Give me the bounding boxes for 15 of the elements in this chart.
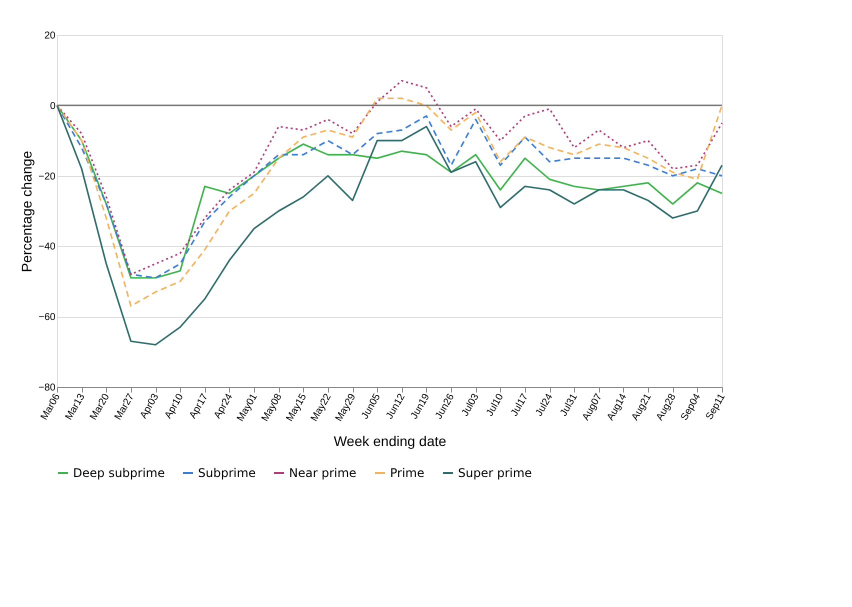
- legend-label: Near prime: [289, 466, 356, 480]
- x-axis-title: Week ending date: [334, 432, 447, 449]
- y-tick-label: −20: [38, 171, 56, 182]
- legend-label: Prime: [390, 466, 424, 480]
- y-tick-label: −60: [38, 312, 56, 324]
- y-tick-label: −40: [38, 242, 56, 253]
- line-series: [56, 104, 723, 346]
- legend-label: Super prime: [458, 466, 532, 480]
- line-series: [56, 98, 723, 307]
- y-tick-label: 20: [44, 30, 56, 42]
- y-tick-label: −80: [38, 382, 56, 394]
- y-tick-label: 0: [50, 100, 56, 112]
- legend-label: Deep subprime: [73, 466, 165, 480]
- y-axis-title: Percentage change: [18, 150, 35, 272]
- legend-label: Subprime: [198, 466, 256, 480]
